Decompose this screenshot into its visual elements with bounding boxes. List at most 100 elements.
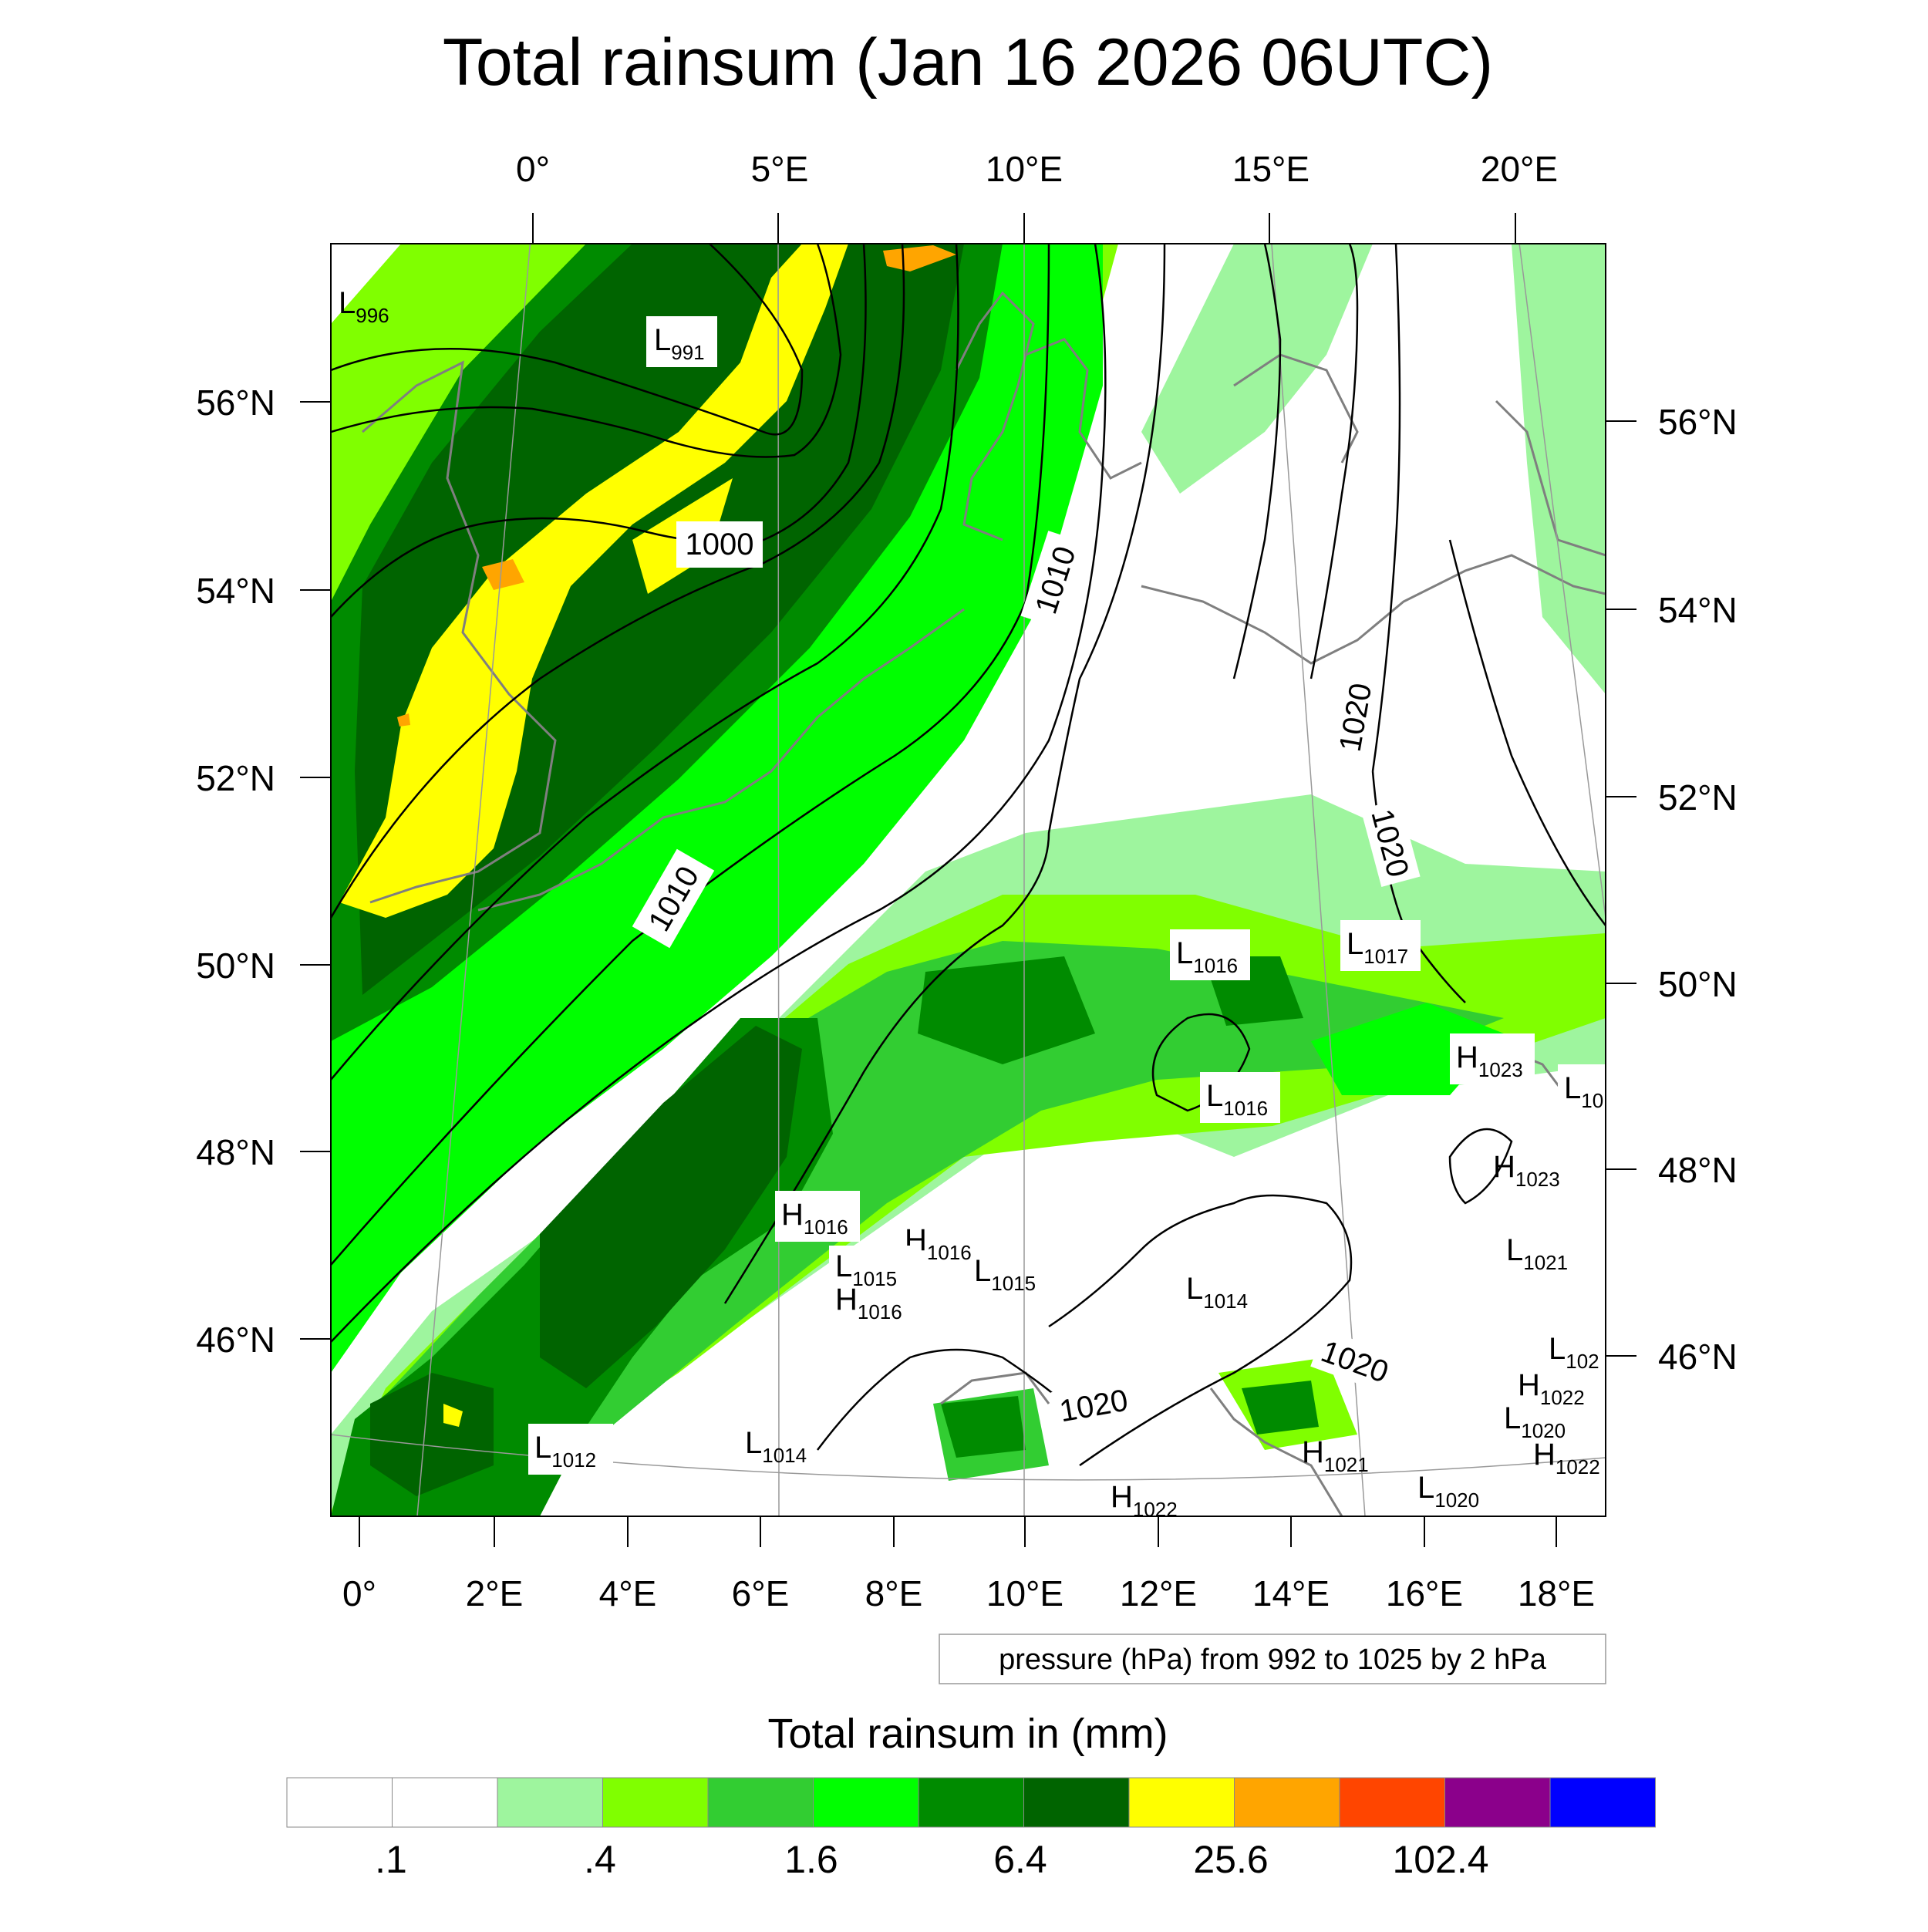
right-lat-label: 50°N	[1658, 964, 1738, 1004]
svg-text:H1023: H1023	[1493, 1150, 1560, 1191]
bottom-lon-label: 12°E	[1120, 1573, 1197, 1613]
pressure-center: H1022	[1518, 1368, 1585, 1409]
svg-text:H1016: H1016	[781, 1198, 848, 1239]
left-lat-label: 54°N	[196, 571, 275, 611]
colorbar-swatch	[392, 1777, 498, 1828]
colorbar-tick: 25.6	[1193, 1838, 1268, 1881]
svg-text:L1020: L1020	[1417, 1471, 1479, 1512]
left-lat-label: 52°N	[196, 758, 275, 798]
left-lat-label: 46°N	[196, 1320, 275, 1360]
pressure-center: H1016	[835, 1283, 902, 1323]
svg-text:L1017: L1017	[1347, 927, 1408, 968]
colorbar-tick: .4	[584, 1838, 616, 1881]
top-lon-label: 20°E	[1481, 149, 1558, 189]
left-lat-label: 50°N	[196, 946, 275, 986]
colorbar-swatch	[1339, 1777, 1445, 1828]
pressure-center: L1012	[528, 1424, 613, 1475]
bottom-lon-label: 18°E	[1518, 1573, 1595, 1613]
svg-text:L1016: L1016	[1176, 936, 1238, 977]
svg-text:L102: L102	[1549, 1332, 1599, 1373]
bottom-lon-label: 8°E	[865, 1573, 923, 1613]
svg-text:L1015: L1015	[974, 1254, 1036, 1295]
colorbar-swatch	[1023, 1777, 1130, 1828]
top-lon-label: 0°	[516, 149, 550, 189]
svg-text:L1021: L1021	[1506, 1233, 1568, 1274]
bottom-longitude-labels: 0° 2°E 4°E 6°E 8°E 10°E 12°E 14°E 16°E 1…	[342, 1573, 1595, 1613]
svg-text:H1023: H1023	[1456, 1040, 1523, 1081]
map-frame	[330, 243, 1606, 1517]
pressure-center: L1021	[1506, 1233, 1568, 1274]
pressure-center: L1020	[1504, 1401, 1566, 1442]
svg-text:L10: L10	[1564, 1071, 1603, 1112]
colorbar-swatch	[497, 1777, 603, 1828]
bottom-lon-label: 16°E	[1386, 1573, 1463, 1613]
colorbar-swatch	[1128, 1777, 1235, 1828]
pressure-center: L1020	[1417, 1471, 1479, 1512]
svg-text:L996: L996	[339, 286, 389, 327]
pressure-center: H1022	[1111, 1480, 1178, 1521]
isobars	[331, 244, 1606, 1467]
colorbar-swatch	[286, 1777, 393, 1828]
pressure-center: H1023	[1450, 1033, 1535, 1084]
rain-field-orange	[397, 245, 956, 727]
pressure-center: L1014	[1180, 1265, 1265, 1316]
svg-text:H1022: H1022	[1111, 1480, 1178, 1521]
pressure-center: L1014	[745, 1426, 807, 1467]
bottom-lon-label: 2°E	[466, 1573, 524, 1613]
svg-text:L1020: L1020	[1504, 1401, 1566, 1442]
top-longitude-labels: 0° 5°E 10°E 15°E 20°E	[516, 149, 1558, 189]
colorbar-swatch	[918, 1777, 1024, 1828]
bottom-lon-label: 14°E	[1252, 1573, 1330, 1613]
right-latitude-labels: 56°N 54°N 52°N 50°N 48°N 46°N	[1658, 402, 1738, 1377]
svg-text:L1014: L1014	[1186, 1272, 1248, 1313]
colorbar-swatch	[707, 1777, 814, 1828]
right-lat-label: 46°N	[1658, 1337, 1738, 1377]
svg-text:H1022: H1022	[1533, 1438, 1600, 1479]
svg-text:H1016: H1016	[835, 1283, 902, 1323]
svg-text:L1016: L1016	[1206, 1079, 1268, 1120]
right-lat-label: 48°N	[1658, 1150, 1738, 1190]
colorbar-swatch	[1549, 1777, 1656, 1828]
top-lon-label: 15°E	[1232, 149, 1309, 189]
colorbar-tick: 6.4	[993, 1838, 1047, 1881]
colorbar-swatch	[1234, 1777, 1340, 1828]
pressure-center: L10	[1558, 1064, 1606, 1115]
contour-label-text: 1000	[686, 528, 754, 561]
map-area: 1000 1010 1010 1020 1020 1020 1020	[331, 244, 1606, 1521]
pressure-center: H1023	[1493, 1150, 1560, 1191]
svg-text:H1021: H1021	[1302, 1435, 1369, 1476]
colorbar-swatch	[813, 1777, 919, 1828]
colorbar-tick: .1	[375, 1838, 407, 1881]
axis-ticks	[300, 213, 1636, 1547]
colorbar-tick: 102.4	[1392, 1838, 1488, 1881]
left-lat-label: 56°N	[196, 383, 275, 423]
pressure-center: H1016	[775, 1191, 860, 1242]
left-lat-label: 48°N	[196, 1132, 275, 1172]
svg-text:L1014: L1014	[745, 1426, 807, 1467]
bottom-lon-label: 10°E	[986, 1573, 1063, 1613]
svg-text:L1012: L1012	[534, 1431, 596, 1472]
colorbar-tick-labels: .1 .4 1.6 6.4 25.6 102.4	[375, 1838, 1488, 1881]
left-latitude-labels: 56°N 54°N 52°N 50°N 48°N 46°N	[196, 383, 275, 1360]
colorbar-title: Total rainsum in (mm)	[767, 1711, 1168, 1757]
map-title: Total rainsum (Jan 16 2026 06UTC)	[443, 25, 1493, 99]
colorbar-tick: 1.6	[784, 1838, 838, 1881]
contour-label-1000: 1000	[676, 521, 763, 568]
contour-label-1020-a: 1020	[1328, 674, 1382, 760]
pressure-center: L102	[1549, 1332, 1599, 1373]
bottom-lon-label: 6°E	[732, 1573, 790, 1613]
contour-info-box: pressure (hPa) from 992 to 1025 by 2 hPa	[939, 1634, 1606, 1684]
right-lat-label: 56°N	[1658, 402, 1738, 442]
pressure-center: L996	[339, 286, 389, 327]
pressure-center: H1022	[1533, 1438, 1600, 1479]
svg-text:H1022: H1022	[1518, 1368, 1585, 1409]
pressure-center: L1016	[1170, 929, 1250, 980]
pressure-center: L991	[646, 316, 717, 367]
graticule	[331, 244, 1606, 1516]
right-lat-label: 52°N	[1658, 777, 1738, 818]
bottom-lon-label: 0°	[342, 1573, 376, 1613]
top-lon-label: 10°E	[986, 149, 1063, 189]
pressure-center: L1017	[1340, 920, 1421, 971]
contour-label-1020-d: 1020	[1050, 1378, 1137, 1432]
colorbar-swatch	[602, 1777, 709, 1828]
